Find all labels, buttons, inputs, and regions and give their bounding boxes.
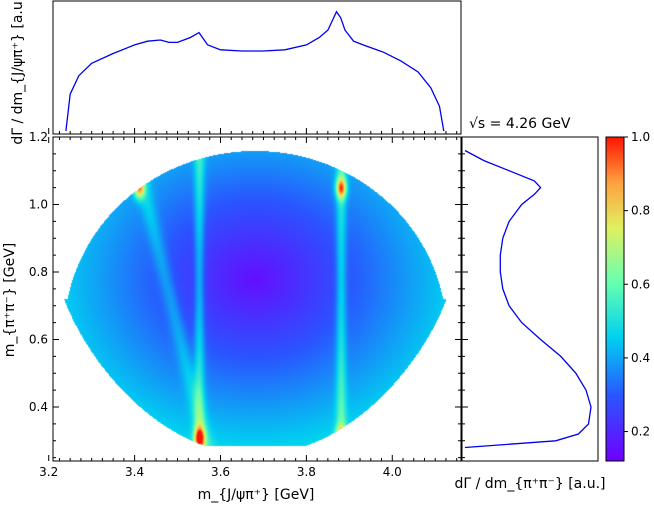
x-tick-label: 3.6 (211, 465, 230, 479)
y-tick-label: 0.8 (29, 265, 48, 279)
colorbar: 0.2 0.4 0.6 0.8 1.0 (605, 130, 650, 462)
top-projection-frame (52, 0, 462, 135)
energy-title: √s = 4.26 GeV (469, 116, 571, 132)
top-projection-ticks (48, 128, 458, 134)
dalitz-x-ticks: 3.2 3.4 3.6 3.8 4.0 (39, 137, 458, 479)
colorbar-gradient (606, 137, 624, 461)
right-projection-xlabel: dΓ / dm_{π⁺π⁻} [a.u.] (454, 476, 605, 492)
top-projection-ylabel: dΓ / dm_{J/ψπ⁺} [a.u.] (10, 0, 26, 145)
colorbar-tick-label: 0.8 (631, 204, 650, 218)
x-tick-label: 3.2 (39, 465, 58, 479)
dalitz-heatmap (53, 137, 461, 461)
y-tick-label: 1.0 (29, 198, 48, 212)
dalitz-ylabel: m_{π⁺π⁻} [GeV] (2, 243, 18, 358)
dalitz-panel: 3.2 3.4 3.6 3.8 4.0 0.4 0.6 0.8 1.0 1.2 m_{J/ψπ⁺… (2, 130, 462, 503)
colorbar-tick-label: 1.0 (631, 130, 650, 144)
dalitz-y-ticks: 0.4 0.6 0.8 1.0 1.2 (29, 130, 461, 459)
top-projection-panel: dΓ / dm_{J/ψπ⁺} [a.u.] (10, 0, 462, 145)
y-tick-label: 0.4 (29, 400, 48, 414)
y-tick-label: 1.2 (29, 130, 48, 144)
dalitz-xlabel: m_{J/ψπ⁺} [GeV] (198, 487, 315, 503)
colorbar-frame (605, 136, 625, 462)
top-projection-curve (65, 10, 445, 132)
colorbar-tick-label: 0.4 (631, 351, 650, 365)
x-tick-label: 3.8 (297, 465, 316, 479)
x-tick-label: 3.4 (125, 465, 144, 479)
colorbar-tick-label: 0.6 (631, 277, 650, 291)
right-projection-curve (464, 149, 592, 449)
colorbar-tick-label: 0.2 (631, 425, 650, 439)
right-projection-frame (461, 136, 599, 462)
right-projection-panel: √s = 4.26 GeV dΓ / dm_{π⁺π⁻} [a.u.] (454, 116, 605, 492)
y-tick-label: 0.6 (29, 333, 48, 347)
x-tick-label: 4.0 (383, 465, 402, 479)
dalitz-frame (52, 136, 462, 462)
colorbar-ticks: 0.2 0.4 0.6 0.8 1.0 (624, 130, 650, 439)
right-projection-ticks (462, 136, 468, 459)
